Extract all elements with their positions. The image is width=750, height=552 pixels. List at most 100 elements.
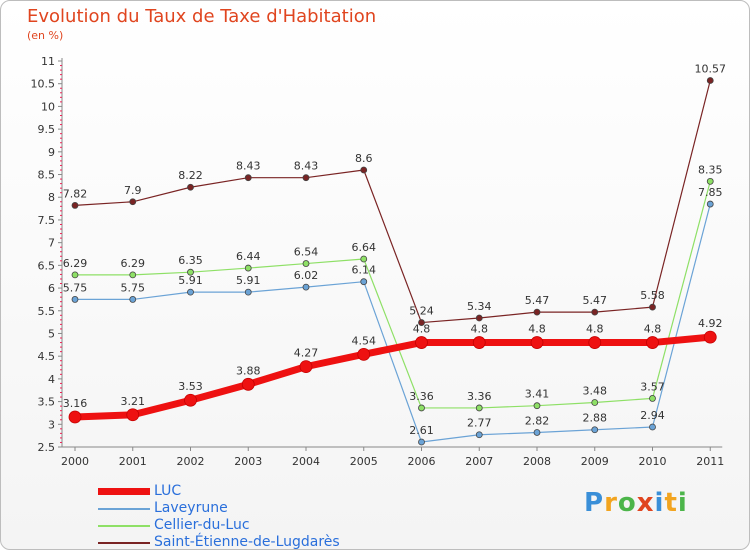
data-label-laveyrune: 2.61 [409, 424, 434, 437]
data-point-saint-etienne [475, 314, 483, 322]
x-tick-label: 2011 [696, 455, 724, 468]
data-label-luc: 3.16 [63, 397, 88, 410]
series-line-saint-etienne [74, 79, 711, 324]
data-point-laveyrune [591, 426, 599, 434]
data-label-cellier-du-luc: 6.54 [294, 246, 319, 259]
data-label-luc: 3.53 [178, 380, 203, 393]
data-point-cellier-du-luc [302, 260, 310, 267]
x-tick-label: 2006 [408, 455, 436, 468]
data-point-laveyrune [706, 200, 714, 208]
data-point-laveyrune [475, 431, 483, 439]
y-tick-label: 8.5 [38, 169, 56, 182]
data-point-saint-etienne [533, 308, 541, 316]
data-point-luc [703, 330, 717, 344]
x-tick-label: 2000 [61, 455, 89, 468]
data-point-luc [184, 393, 197, 407]
data-point-saint-etienne [244, 174, 252, 182]
chart-title: Evolution du Taux de Taxe d'Habitation [27, 6, 377, 27]
x-tick-label: 2005 [350, 455, 378, 468]
data-label-saint-etienne: 8.6 [355, 152, 373, 165]
data-point-saint-etienne [302, 174, 310, 182]
data-point-cellier-du-luc [533, 402, 541, 410]
data-point-cellier-du-luc [591, 399, 599, 406]
data-point-cellier-du-luc [71, 271, 79, 279]
data-point-cellier-du-luc [649, 395, 656, 402]
data-label-cellier-du-luc: 3.36 [409, 390, 434, 403]
y-tick-label: 5 [48, 327, 55, 340]
legend-label-cellier-du-luc: Cellier-du-Luc [154, 517, 250, 533]
data-label-laveyrune: 2.77 [467, 417, 492, 430]
data-label-luc: 3.88 [236, 364, 261, 377]
data-point-luc [588, 336, 602, 349]
y-tick-label: 7.5 [38, 214, 56, 227]
data-point-saint-etienne [706, 77, 714, 84]
data-point-saint-etienne [360, 166, 368, 174]
data-label-laveyrune: 2.94 [640, 409, 665, 422]
data-label-saint-etienne: 5.34 [467, 300, 492, 313]
legend-swatch-laveyrune [98, 508, 150, 510]
data-point-laveyrune [533, 429, 541, 436]
data-label-cellier-du-luc: 3.41 [525, 388, 550, 401]
legend-swatch-cellier-du-luc [98, 525, 150, 527]
data-label-saint-etienne: 5.47 [525, 294, 550, 307]
data-point-luc [241, 377, 255, 391]
data-point-laveyrune [187, 288, 194, 296]
x-tick-label: 2002 [177, 455, 205, 468]
y-tick-label: 6 [48, 282, 55, 295]
legend-swatch-saint-etienne [98, 542, 150, 544]
data-point-luc [357, 347, 371, 361]
data-label-cellier-du-luc: 6.35 [178, 254, 203, 267]
y-tick-label: 6.5 [38, 259, 56, 272]
data-point-saint-etienne [71, 202, 79, 209]
data-point-laveyrune [360, 278, 368, 286]
data-label-laveyrune: 6.14 [352, 264, 377, 277]
data-point-laveyrune [129, 296, 137, 303]
data-label-laveyrune: 5.75 [63, 281, 88, 294]
data-label-luc: 4.8 [471, 323, 489, 336]
data-point-saint-etienne [129, 198, 137, 206]
data-point-luc [68, 410, 82, 424]
data-label-saint-etienne: 5.47 [583, 294, 608, 307]
data-point-cellier-du-luc [129, 271, 137, 279]
data-point-saint-etienne [187, 183, 194, 191]
data-point-cellier-du-luc [360, 255, 368, 263]
data-point-cellier-du-luc [475, 404, 483, 412]
data-point-laveyrune [244, 288, 252, 296]
data-label-saint-etienne: 7.82 [63, 187, 88, 200]
data-label-luc: 3.21 [121, 395, 146, 408]
legend-label-saint-etienne: Saint-Étienne-de-Lugdarès [154, 534, 340, 550]
series-lines [68, 77, 717, 446]
data-point-luc [299, 360, 313, 374]
y-tick-label: 11 [41, 55, 55, 68]
data-label-luc: 4.8 [413, 323, 431, 336]
y-tick-label: 4.5 [38, 350, 56, 363]
y-tick-label: 10 [41, 100, 55, 113]
data-label-laveyrune: 5.75 [121, 281, 146, 294]
data-labels: 7.82 7.9 8.22 8.43 8.43 8.6 5.24 5.34 5.47 5.47 5.… [63, 63, 726, 437]
data-point-cellier-du-luc [418, 404, 425, 412]
data-label-cellier-du-luc: 8.35 [698, 163, 723, 176]
data-label-luc: 4.27 [294, 347, 319, 360]
y-tick-label: 7 [48, 237, 55, 250]
data-label-luc: 4.54 [352, 334, 377, 347]
data-point-saint-etienne [418, 319, 425, 326]
data-label-cellier-du-luc: 3.57 [640, 380, 665, 393]
data-label-laveyrune: 2.82 [525, 414, 550, 427]
data-label-luc: 4.8 [586, 323, 604, 336]
data-point-cellier-du-luc [244, 264, 252, 272]
data-label-cellier-du-luc: 6.64 [352, 241, 377, 254]
y-tick-label: 9.5 [38, 123, 56, 136]
data-point-laveyrune [418, 438, 425, 446]
data-label-luc: 4.8 [528, 323, 546, 336]
data-label-laveyrune: 5.91 [178, 274, 203, 287]
data-label-saint-etienne: 8.43 [294, 160, 319, 173]
x-tick-label: 2010 [639, 455, 667, 468]
data-point-cellier-du-luc [187, 268, 194, 276]
data-label-cellier-du-luc: 6.29 [63, 257, 88, 270]
chart-subtitle: (en %) [27, 29, 64, 42]
data-label-cellier-du-luc: 3.36 [467, 390, 492, 403]
data-label-luc: 4.92 [698, 317, 723, 330]
data-label-saint-etienne: 8.22 [178, 169, 203, 182]
data-point-laveyrune [649, 423, 656, 431]
